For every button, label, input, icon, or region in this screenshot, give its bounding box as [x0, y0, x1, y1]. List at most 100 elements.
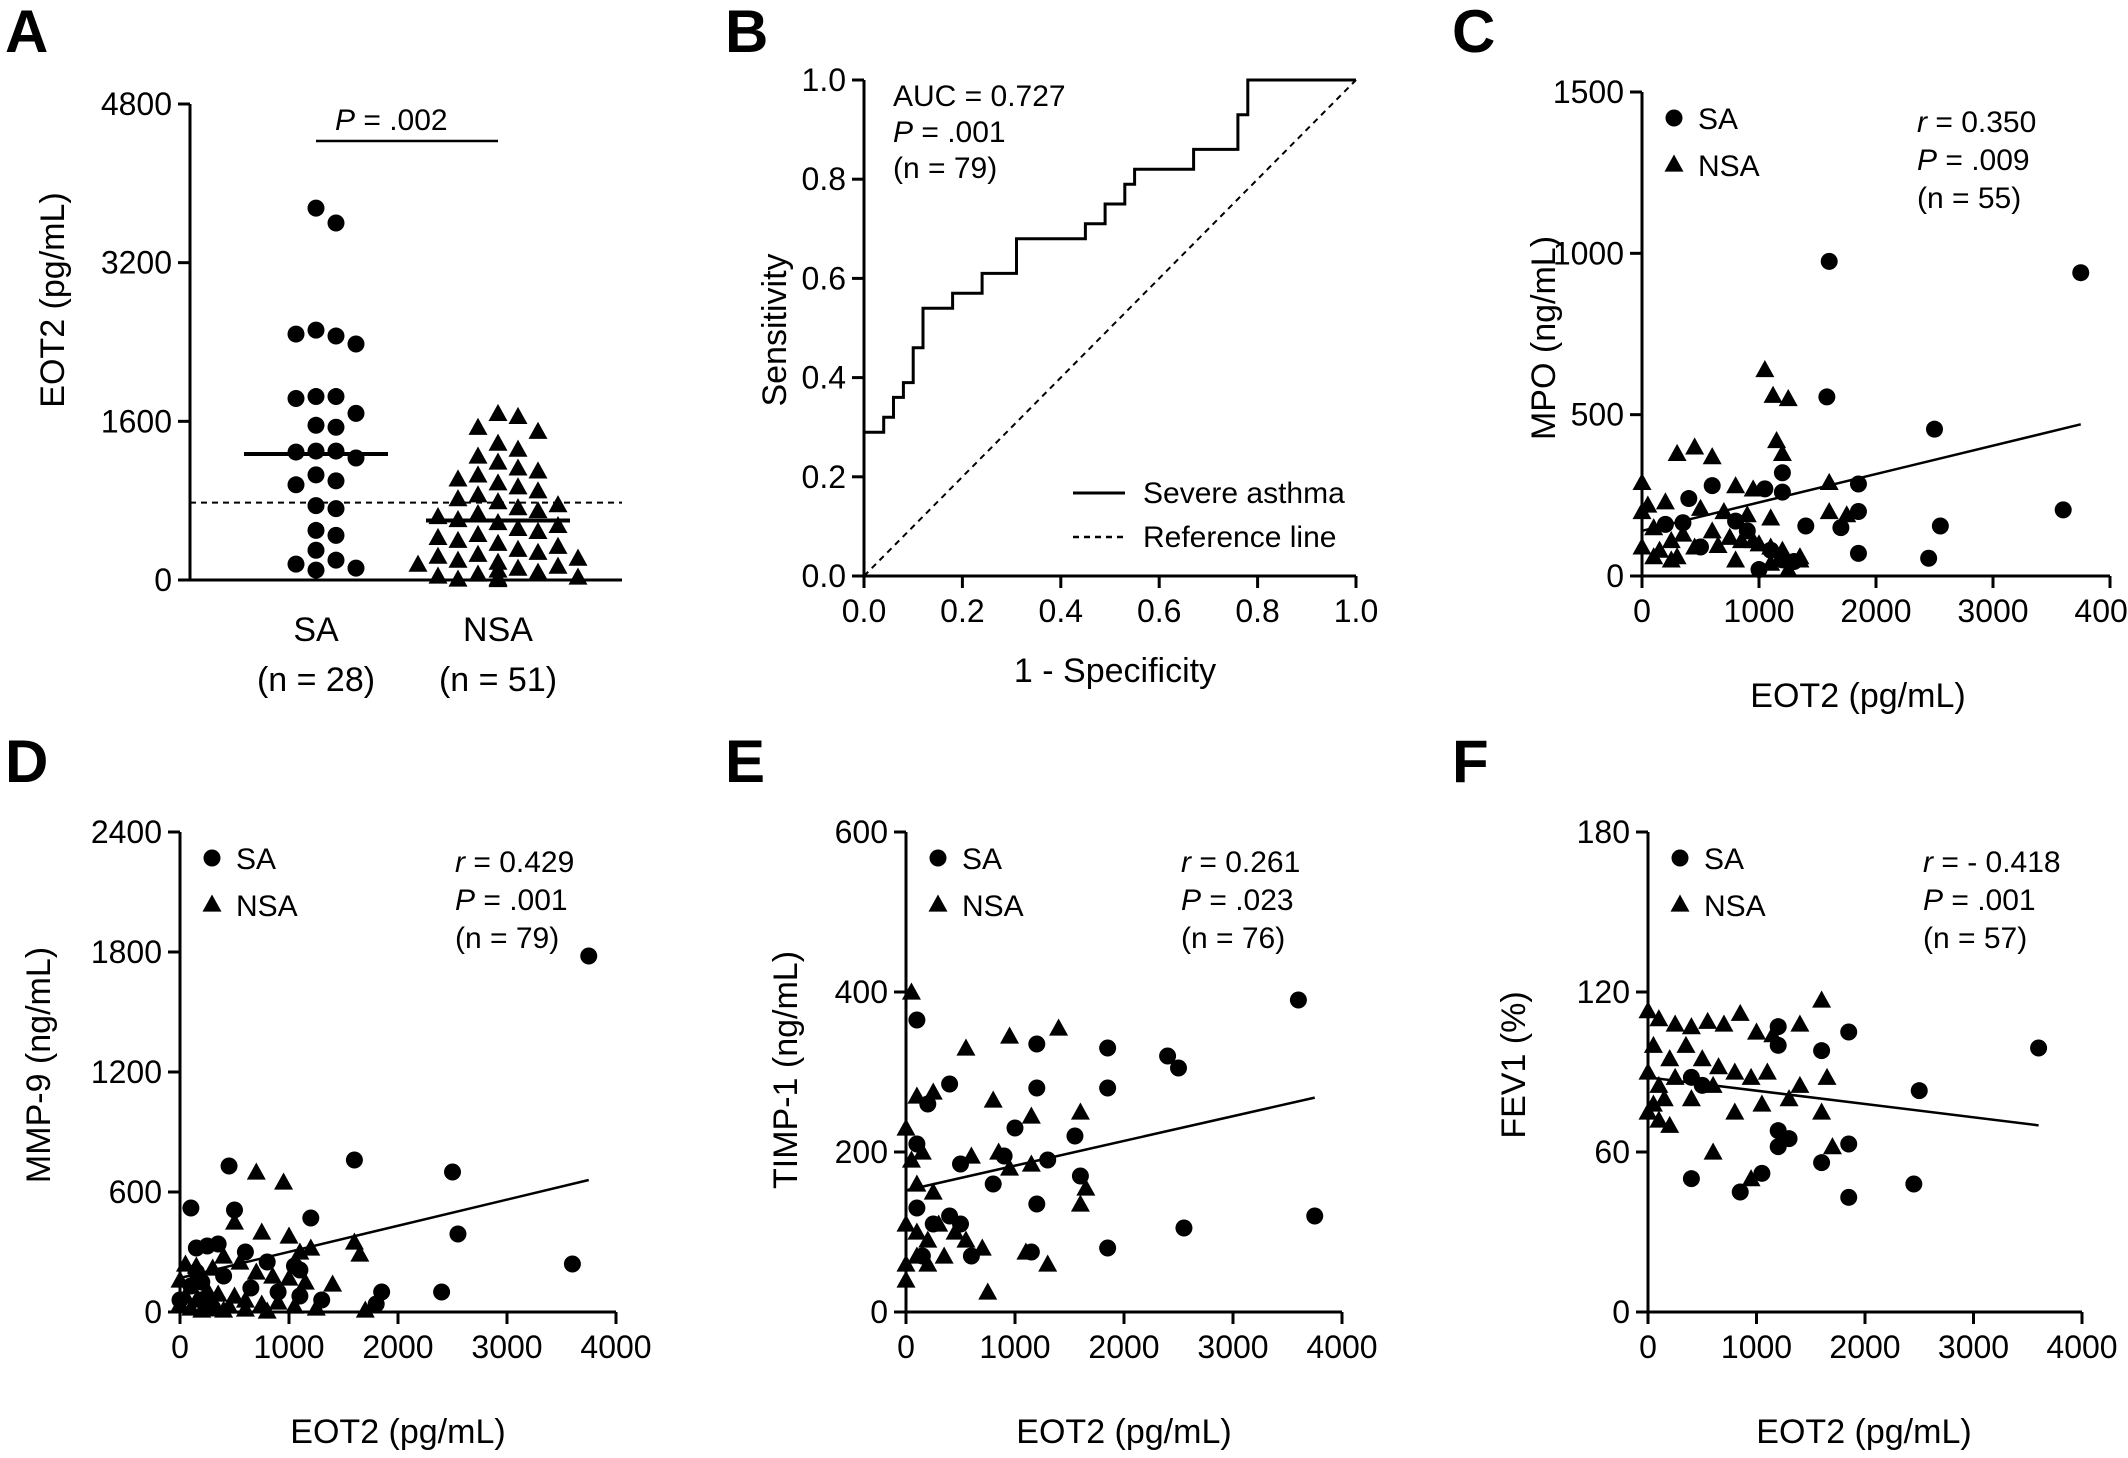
panel-d-nsa-point	[290, 1242, 310, 1260]
panel-c-y-tick-label: 1500	[1553, 74, 1624, 110]
panel-f-x-tick-label: 1000	[1721, 1329, 1792, 1365]
panel-c-nsa-point	[1673, 524, 1693, 542]
panel-a-nsa-point	[528, 542, 548, 560]
panel-f-legend-nsa-marker	[1670, 894, 1690, 912]
panel-e-nsa-point	[929, 1214, 949, 1232]
panel-a-nsa-point	[528, 521, 548, 540]
panel-c-nsa-point	[1720, 527, 1740, 545]
panel-f-nsa-point	[1752, 1094, 1772, 1112]
panel-e-sa-point	[1099, 1079, 1117, 1097]
panel-f-nsa-point	[1812, 1102, 1832, 1120]
panel-d-nsa-point	[279, 1268, 299, 1286]
panel-e-nsa-point	[896, 1118, 916, 1136]
panel-d-y-tick-label: 0	[144, 1294, 162, 1330]
panel-a-nsa-point	[448, 469, 468, 487]
panel-f-nsa-point	[1643, 1035, 1663, 1053]
panel-e-nsa-point	[1049, 1018, 1069, 1036]
panel-f-nsa-point	[1790, 1075, 1810, 1093]
panel-d-nsa-point	[246, 1162, 266, 1180]
panel-a-nsa-point	[468, 465, 488, 483]
panel-c-nsa-point	[1632, 501, 1652, 520]
panel-b-p: P = .001	[893, 116, 1006, 149]
panel-e-sa-point	[1170, 1059, 1187, 1077]
panel-b-x-tick-label: 0.4	[1039, 593, 1083, 629]
panel-f-sa-point	[1840, 1135, 1858, 1153]
panel-d-sa-point	[302, 1209, 320, 1227]
panel-b-y-tick-label: 0.4	[802, 360, 846, 396]
panel-f-nsa-point	[1660, 1049, 1680, 1067]
panel-d: D 0 600 1200 1800 2400 0 1000 2000 3000 4000 MMP-…	[5, 728, 652, 1451]
panel-e-y-tick-label: 600	[835, 814, 888, 850]
panel-a-category-nsa-n: (n = 51)	[439, 661, 557, 699]
panel-d-y-tick-label: 1200	[91, 1054, 162, 1090]
panel-a-sa-point	[327, 442, 345, 460]
panel-d-labels: MMP-9 (ng/mL) EOT2 (pg/mL) SA NSA r = 0.42…	[20, 843, 574, 1451]
panel-d-sa-point	[220, 1157, 238, 1175]
panel-c-nsa-point	[1772, 540, 1792, 558]
panel-c: C 0 500 1000 1500 0 1000 2000 3000 4000 MPO (ng/…	[1452, 0, 2128, 715]
panel-b-y-tick-label: 0.2	[802, 459, 846, 495]
panel-f-axes: 0 60 120 180 0 1000 2000 3000 4000	[1577, 814, 2118, 1365]
panel-a-sa-point	[347, 335, 365, 353]
panel-a-nsa-point	[508, 439, 528, 457]
panel-a-nsa-point	[508, 477, 528, 495]
panel-f-nsa-point	[1714, 1014, 1734, 1032]
panel-a-category-sa: SA	[293, 611, 339, 649]
panel-f-y-tick-label: 60	[1594, 1134, 1630, 1170]
panel-c-nsa-point	[1632, 472, 1652, 491]
panel-f-sa-point	[1813, 1042, 1831, 1060]
panel-e-nsa-point	[956, 1038, 976, 1056]
panel-a-sa-point	[327, 388, 345, 406]
panel-d-sa-point	[444, 1163, 461, 1181]
panel-a-sa-point	[307, 199, 325, 217]
panel-b-marks	[862, 78, 1357, 577]
panel-f-n-annotation: (n = 57)	[1923, 922, 2027, 955]
panel-d-p-italic: P	[455, 884, 475, 917]
panel-e-nsa-point	[896, 1214, 916, 1232]
panel-f-nsa-point	[1681, 1089, 1701, 1107]
panel-a-nsa-point	[468, 446, 488, 464]
panel-e-nsa-point	[918, 1254, 938, 1272]
panel-e-letter: E	[725, 728, 765, 795]
panel-c-y-tick-label: 1000	[1553, 235, 1624, 271]
panel-e-y-tick-label: 400	[835, 974, 888, 1010]
panel-e-x-tick-label: 3000	[1197, 1329, 1268, 1365]
panel-f-sa-point	[1840, 1023, 1858, 1041]
panel-c-sa-point	[1750, 561, 1768, 579]
panel-c-nsa-point	[1749, 534, 1769, 552]
panel-f-letter: F	[1452, 728, 1489, 795]
panel-f-nsa-point	[1741, 1067, 1761, 1085]
panel-e-r-italic: r	[1181, 846, 1192, 879]
panel-a-nsa-point	[568, 548, 588, 566]
panel-b-p-value: = .001	[913, 116, 1006, 149]
panel-d-sa-point	[226, 1201, 243, 1219]
panel-e-nsa-point	[901, 982, 921, 1000]
panel-f-sa-point	[1910, 1082, 1928, 1100]
panel-a-sa-point	[307, 541, 325, 559]
panel-b-legend-severe: Severe asthma	[1143, 477, 1345, 510]
panel-e-sa-point	[1099, 1039, 1117, 1057]
panel-c-xlabel: EOT2 (pg/mL)	[1750, 677, 1965, 715]
panel-c-marks	[1632, 252, 2090, 579]
panel-e-axes: 0 200 400 600 0 1000 2000 3000 4000	[835, 814, 1378, 1365]
panel-c-nsa-point	[1761, 508, 1781, 526]
panel-d-n-annotation: (n = 79)	[455, 922, 559, 955]
panel-a-nsa-point	[488, 533, 508, 551]
panel-c-nsa-point	[1737, 505, 1757, 523]
panel-f-r-italic: r	[1923, 846, 1934, 879]
panel-b-n: (n = 79)	[893, 152, 997, 185]
panel-d-sa-point	[345, 1151, 363, 1169]
panel-e-sa-point	[941, 1075, 959, 1093]
panel-d-sa-point	[187, 1239, 205, 1257]
panel-c-sa-point	[1931, 517, 1949, 535]
panel-e-trendline	[905, 1096, 1316, 1192]
panel-e-sa-point	[908, 1011, 926, 1029]
panel-d-nsa-point	[257, 1301, 277, 1319]
panel-c-sa-point	[1703, 477, 1721, 495]
panel-b-y-tick-label: 0.6	[802, 260, 846, 296]
panel-e-labels: TIMP-1 (ng/mL) EOT2 (pg/mL) SA NSA r = 0.2…	[767, 843, 1300, 1451]
panel-f-sa-point	[1769, 1138, 1787, 1156]
panel-d-nsa-point	[274, 1172, 294, 1190]
panel-a-nsa-point	[468, 485, 488, 503]
